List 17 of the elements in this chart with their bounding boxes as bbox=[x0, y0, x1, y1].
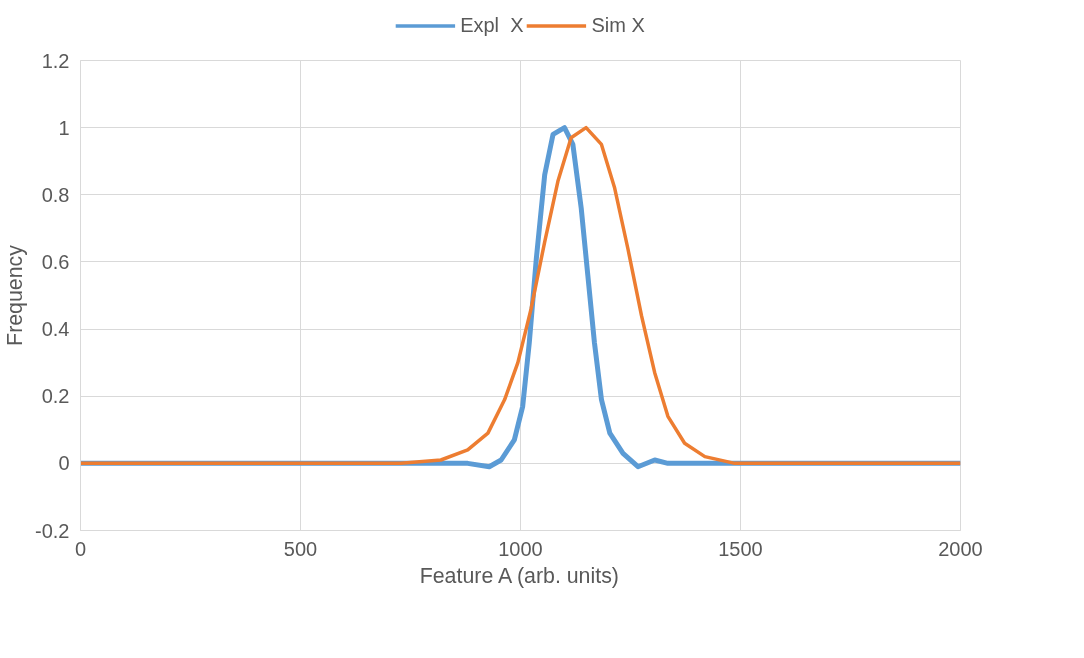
legend-label: Sim X bbox=[591, 13, 645, 37]
x-tick-label: 0 bbox=[74, 537, 87, 560]
y-tick-label: 0.8 bbox=[41, 183, 70, 206]
x-tick-label: 1000 bbox=[498, 537, 543, 560]
x-tick-label: 500 bbox=[283, 537, 318, 560]
y-tick-label: 0 bbox=[58, 452, 70, 475]
y-tick-label: 0.2 bbox=[41, 385, 70, 408]
x-axis-title: Feature A (arb. units) bbox=[419, 563, 619, 588]
legend-label: Expl X bbox=[460, 13, 524, 37]
x-tick-label: 1500 bbox=[718, 537, 763, 560]
y-tick-label: 0.6 bbox=[41, 250, 70, 273]
y-tick-label: 1.2 bbox=[41, 49, 70, 72]
y-tick-label: 1 bbox=[58, 116, 70, 139]
y-tick-label: 0.4 bbox=[41, 318, 70, 341]
y-axis-title: Frequency bbox=[3, 244, 28, 346]
y-tick-label: -0.2 bbox=[35, 519, 70, 542]
x-tick-label: 2000 bbox=[938, 537, 983, 560]
